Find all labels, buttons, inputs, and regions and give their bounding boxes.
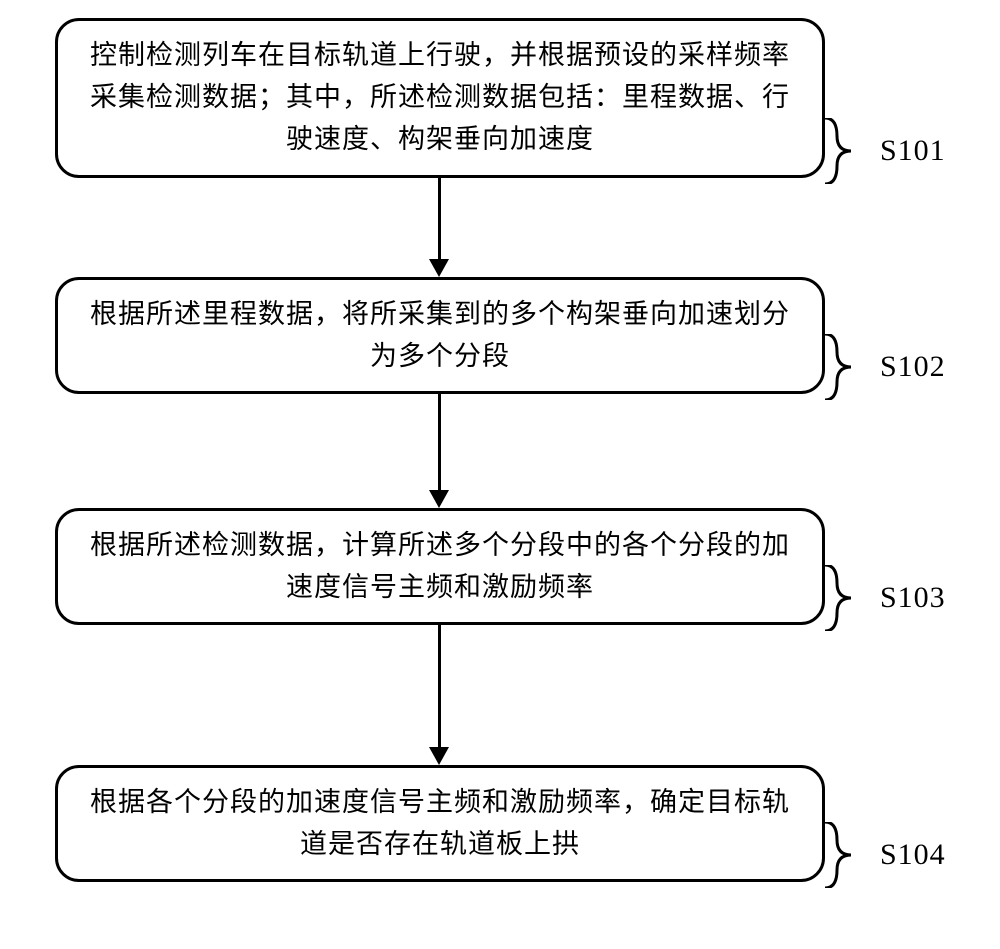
flow-node-2: 根据所述里程数据，将所采集到的多个构架垂向加速划分为多个分段 <box>55 277 825 394</box>
arrow-1-2-head <box>429 259 449 277</box>
brace-3 <box>825 565 880 631</box>
step-label-3: S103 <box>880 581 946 615</box>
arrow-3-4-head <box>429 747 449 765</box>
brace-1 <box>825 118 880 184</box>
arrow-1-2-line <box>438 178 441 259</box>
brace-2 <box>825 334 880 400</box>
arrow-2-3-line <box>438 394 441 490</box>
step-label-2: S102 <box>880 350 946 384</box>
flow-node-4: 根据各个分段的加速度信号主频和激励频率，确定目标轨道是否存在轨道板上拱 <box>55 765 825 882</box>
arrow-2-3-head <box>429 490 449 508</box>
flow-node-3-text: 根据所述检测数据，计算所述多个分段中的各个分段的加速度信号主频和激励频率 <box>78 525 802 609</box>
flow-node-1-text: 控制检测列车在目标轨道上行驶，并根据预设的采样频率采集检测数据；其中，所述检测数… <box>78 35 802 161</box>
flow-node-4-text: 根据各个分段的加速度信号主频和激励频率，确定目标轨道是否存在轨道板上拱 <box>78 782 802 866</box>
brace-4 <box>825 822 880 888</box>
flow-node-1: 控制检测列车在目标轨道上行驶，并根据预设的采样频率采集检测数据；其中，所述检测数… <box>55 18 825 178</box>
arrow-3-4-line <box>438 625 441 747</box>
flow-node-2-text: 根据所述里程数据，将所采集到的多个构架垂向加速划分为多个分段 <box>78 294 802 378</box>
flow-node-3: 根据所述检测数据，计算所述多个分段中的各个分段的加速度信号主频和激励频率 <box>55 508 825 625</box>
step-label-4: S104 <box>880 838 946 872</box>
step-label-1: S101 <box>880 134 946 168</box>
flowchart-canvas: 控制检测列车在目标轨道上行驶，并根据预设的采样频率采集检测数据；其中，所述检测数… <box>0 0 1000 949</box>
